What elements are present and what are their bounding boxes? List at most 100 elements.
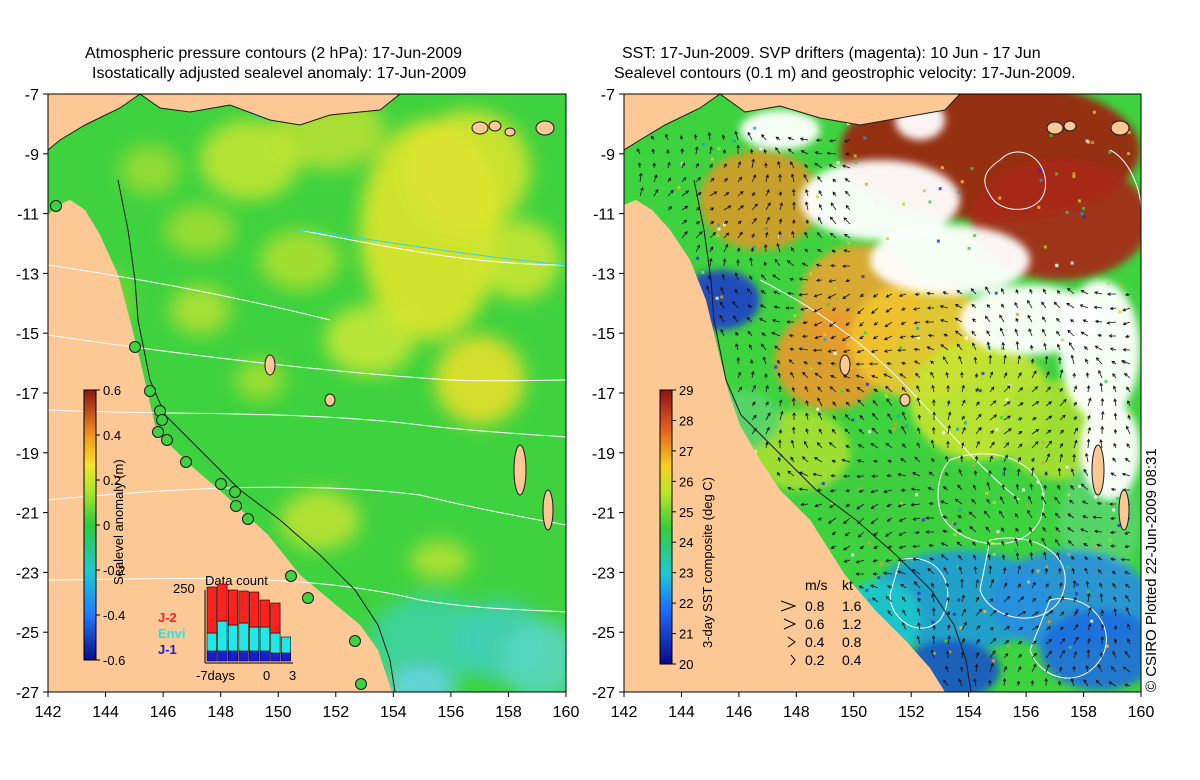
velocity-arrow <box>858 489 865 493</box>
velocity-arrow <box>828 517 837 524</box>
lon-tick-label: 156 <box>1013 704 1040 721</box>
data-count-bar <box>206 650 217 662</box>
velocity-arrow <box>841 458 851 463</box>
velocity-arrow <box>814 372 823 379</box>
island <box>471 121 489 135</box>
velocity-arrow <box>1111 571 1117 575</box>
velocity-arrow <box>723 232 730 239</box>
velocity-arrow <box>871 597 879 603</box>
velocity-arrow <box>1080 331 1089 337</box>
velocity-arrow <box>943 333 949 337</box>
velocity-arrow <box>856 387 865 393</box>
velocity-arrow <box>968 511 977 519</box>
sst-pixel <box>1065 465 1069 469</box>
tide-gauge-station <box>355 678 367 690</box>
sst-pixel <box>1006 644 1010 648</box>
sst-pixel <box>959 626 963 630</box>
velocity-arrow <box>1113 428 1118 435</box>
velocity-arrow <box>1072 665 1076 673</box>
velocity-arrow <box>1045 440 1053 449</box>
velocity-arrow <box>898 531 907 536</box>
lat-tick-label: -25 <box>592 625 615 642</box>
velocity-arrow <box>931 426 936 435</box>
velocity-arrow <box>940 500 949 505</box>
velocity-arrow <box>787 136 795 141</box>
sst-pixel <box>854 161 858 165</box>
lon-tick-label: 150 <box>840 704 867 721</box>
sst-pixel <box>893 422 897 426</box>
velocity-arrow <box>776 471 781 477</box>
velocity-arrow <box>873 388 879 393</box>
velocity-arrow <box>737 231 743 239</box>
velocity-arrow <box>748 344 753 351</box>
velocity-arrow <box>790 246 795 253</box>
sst-pixel <box>816 195 820 199</box>
velocity-arrow <box>942 486 949 491</box>
velocity-arrow <box>1073 416 1077 421</box>
velocity-arrow <box>1056 289 1061 295</box>
velocity-arrow <box>916 607 921 617</box>
velocity-arrow <box>1059 611 1065 617</box>
velocity-arrow <box>1017 387 1024 393</box>
velocity-arrow <box>667 161 671 169</box>
velocity-arrow <box>1112 583 1117 589</box>
velocity-arrow <box>679 135 684 141</box>
velocity-arrow <box>975 440 980 449</box>
velocity-arrow <box>987 541 991 547</box>
velocity-arrow <box>961 426 966 435</box>
sst-pixel <box>1036 569 1040 573</box>
velocity-arrow <box>1096 501 1103 506</box>
velocity-arrow <box>914 292 921 296</box>
velocity-arrow <box>917 414 922 421</box>
velocity-arrow <box>973 554 977 561</box>
velocity-arrow <box>1028 526 1033 533</box>
velocity-arrow <box>956 529 963 533</box>
velocity-arrow <box>1045 401 1053 407</box>
sst-pixel <box>1117 524 1121 528</box>
velocity-arrow <box>972 342 977 351</box>
velocity-arrow <box>1014 301 1019 309</box>
velocity-arrow <box>913 320 921 325</box>
tide-gauge-station <box>229 486 241 498</box>
velocity-arrow <box>736 144 740 155</box>
sst-pixel <box>868 598 872 602</box>
papua-land <box>139 94 401 126</box>
sst-colorbar-tick-label: 29 <box>679 383 693 398</box>
velocity-arrow <box>873 321 879 326</box>
sst-pixel <box>967 246 971 250</box>
sst-pixel <box>1112 508 1116 512</box>
sealevel-colorbar-tick-label: -0.2 <box>103 563 125 578</box>
velocity-arrow <box>777 160 781 169</box>
velocity-arrow <box>841 264 851 268</box>
velocity-legend-ms: 0.8 <box>805 598 825 614</box>
velocity-arrow <box>737 205 744 211</box>
velocity-arrow <box>1120 557 1131 562</box>
velocity-arrow <box>1002 566 1007 575</box>
velocity-arrow <box>1045 638 1053 645</box>
velocity-arrow <box>1015 317 1019 323</box>
velocity-arrow <box>986 498 991 505</box>
velocity-arrow <box>1072 453 1076 463</box>
velocity-arrow <box>971 303 977 309</box>
velocity-arrow <box>723 220 729 225</box>
velocity-arrow <box>751 217 757 225</box>
lon-tick-label: 146 <box>150 704 177 721</box>
velocity-arrow <box>1087 414 1091 421</box>
tide-gauge-station <box>285 570 297 582</box>
sst-pixel <box>991 659 995 663</box>
velocity-arrow <box>945 455 949 463</box>
data-count-bar <box>238 622 249 652</box>
velocity-arrow <box>928 501 935 506</box>
velocity-arrow <box>750 359 754 365</box>
sst-pixel <box>964 336 968 340</box>
sst-pixel <box>1041 461 1045 465</box>
velocity-arrow <box>961 621 967 631</box>
velocity-arrow <box>885 558 893 563</box>
velocity-arrow <box>1016 468 1021 477</box>
velocity-arrow <box>940 318 949 323</box>
sst-pixel <box>995 427 999 431</box>
island <box>504 127 516 137</box>
island <box>264 354 276 376</box>
velocity-arrow <box>804 440 809 449</box>
cloud-patch <box>800 160 960 240</box>
